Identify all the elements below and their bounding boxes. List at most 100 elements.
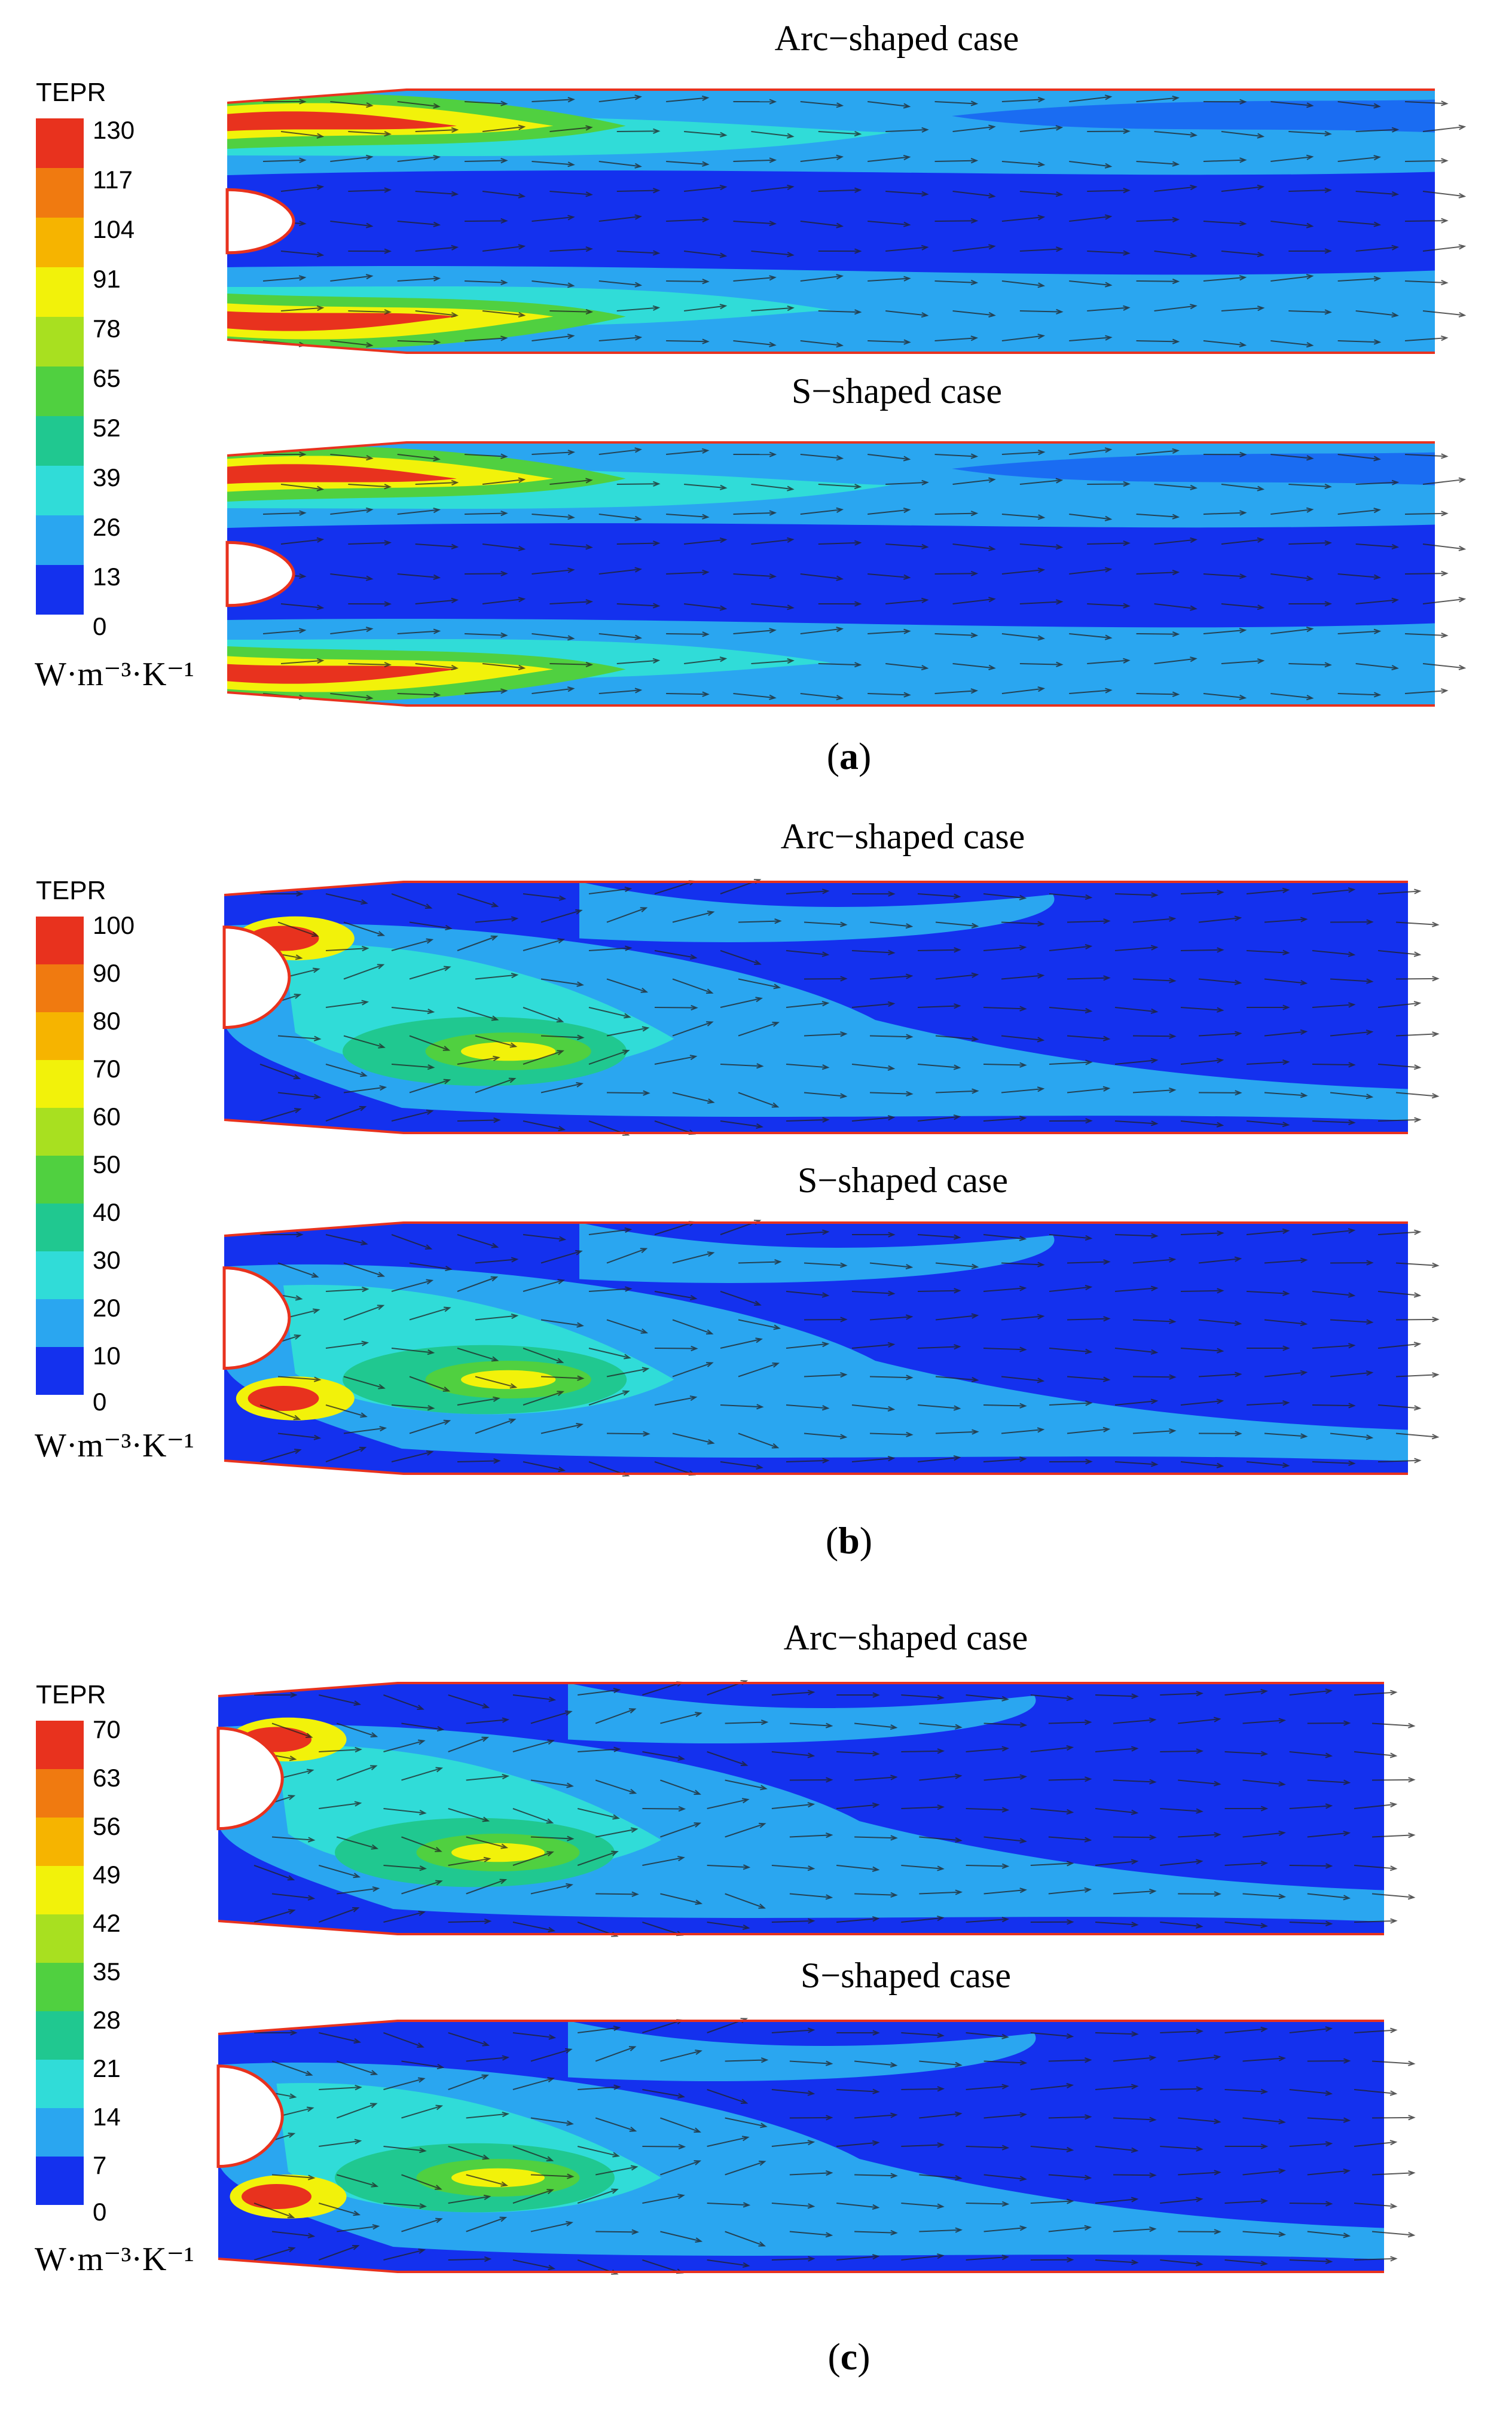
vector-head	[826, 2170, 833, 2176]
vector-head	[701, 95, 710, 101]
bottom-wall	[224, 1119, 1408, 1134]
vector-head	[955, 2111, 963, 2117]
vector-head	[576, 1322, 584, 1328]
vector-arrow	[1330, 1433, 1372, 1438]
vector-head	[821, 1001, 830, 1007]
vector-arrow	[540, 1035, 583, 1039]
vector-head	[634, 335, 643, 341]
vector-arrow	[337, 2225, 378, 2232]
vector-arrow	[606, 1368, 648, 1377]
vector-head	[418, 2248, 426, 2254]
vector-head	[370, 1732, 378, 1737]
vector-arrow	[348, 663, 390, 665]
vector-arrow	[1178, 1834, 1220, 1838]
vector-head	[567, 161, 575, 167]
vector-head	[1131, 1746, 1139, 1752]
vector-arrow	[325, 1234, 367, 1245]
vector-head	[702, 161, 710, 167]
vector-head	[903, 628, 911, 634]
legend-tick: 60	[93, 1102, 121, 1131]
vector-head	[1172, 631, 1180, 637]
vector-arrow	[1160, 1922, 1202, 1928]
vector-head	[1214, 1780, 1221, 1786]
vector-head	[1432, 1262, 1440, 1268]
vector-arrow	[1224, 2200, 1267, 2204]
vector-arrow	[738, 1433, 778, 1449]
vector-head	[1085, 2114, 1092, 2120]
vector-arrow	[598, 569, 641, 575]
vector-arrow	[1019, 127, 1062, 132]
vector-head	[500, 632, 508, 639]
vector-arrow	[401, 1767, 442, 1781]
vector-arrow	[917, 1404, 960, 1409]
vector-head	[1239, 510, 1247, 516]
vector-arrow	[448, 2032, 488, 2046]
vector-head	[1149, 2172, 1157, 2178]
vector-arrow	[262, 512, 305, 515]
vector-arrow	[540, 1424, 582, 1434]
vector-arrow	[901, 2144, 943, 2147]
vector-head	[482, 2154, 490, 2160]
vector-arrow	[1404, 633, 1447, 637]
vector-arrow	[660, 2117, 700, 2133]
vector-arrow	[348, 484, 390, 488]
vector-arrow	[409, 966, 450, 980]
legend-tick: 10	[93, 1342, 121, 1370]
vector-arrow	[1069, 337, 1111, 341]
vector-arrow	[868, 630, 910, 634]
vector-arrow	[391, 1007, 433, 1013]
vector-arrow	[1312, 1229, 1354, 1235]
vector-head	[365, 695, 374, 701]
vector-head	[288, 2133, 296, 2138]
vector-arrow	[642, 2146, 685, 2148]
vector-head	[299, 451, 307, 457]
vector-arrow	[786, 1064, 828, 1068]
vector-arrow	[1049, 893, 1091, 899]
vector-arrow	[1330, 1092, 1372, 1098]
vector-head	[937, 2253, 945, 2259]
vector-head	[954, 1003, 961, 1009]
vector-arrow	[1069, 280, 1111, 286]
vector-head	[1150, 1058, 1159, 1064]
vector-head	[890, 1835, 898, 1841]
vector-arrow	[1422, 598, 1465, 604]
vector-head	[1055, 478, 1064, 484]
vector-arrow	[720, 1120, 762, 1128]
vector-head	[481, 1736, 490, 1742]
vector-head	[1067, 2257, 1074, 2263]
vector-head	[547, 2077, 555, 2083]
vector-arrow	[1136, 450, 1178, 455]
vector-arrow	[983, 946, 1025, 951]
vector-head	[840, 1372, 848, 1378]
vector-head	[840, 921, 848, 927]
vector-head	[1019, 1774, 1028, 1780]
vector-head	[417, 1705, 424, 1710]
vector-arrow	[606, 1092, 649, 1094]
vector-head	[1300, 1321, 1308, 1327]
vector-head	[822, 888, 830, 894]
bluff-body	[216, 2064, 284, 2168]
legend-tick: 90	[93, 959, 121, 987]
vector-arrow	[259, 1064, 300, 1079]
vector-arrow	[1001, 1315, 1043, 1321]
vector-head	[953, 1064, 961, 1070]
vector-head	[787, 537, 795, 543]
vector-arrow	[869, 1262, 912, 1268]
vector-head	[1131, 1859, 1139, 1865]
vector-arrow	[409, 1420, 450, 1434]
vector-arrow	[523, 1050, 563, 1065]
vector-arrow	[917, 1456, 960, 1462]
jet	[227, 311, 457, 331]
vector-arrow	[277, 1035, 320, 1040]
vector-arrow	[738, 1261, 780, 1264]
vector-head	[825, 1894, 833, 1900]
vector-head	[518, 597, 526, 603]
vector-head	[371, 1844, 379, 1850]
vector-arrow	[851, 950, 894, 954]
vector-arrow	[448, 1737, 488, 1752]
vector-head	[298, 628, 307, 634]
vector-head	[1019, 2112, 1028, 2118]
vector-arrow	[1069, 216, 1111, 222]
vector-arrow	[1337, 630, 1380, 634]
vector-head	[634, 634, 643, 640]
